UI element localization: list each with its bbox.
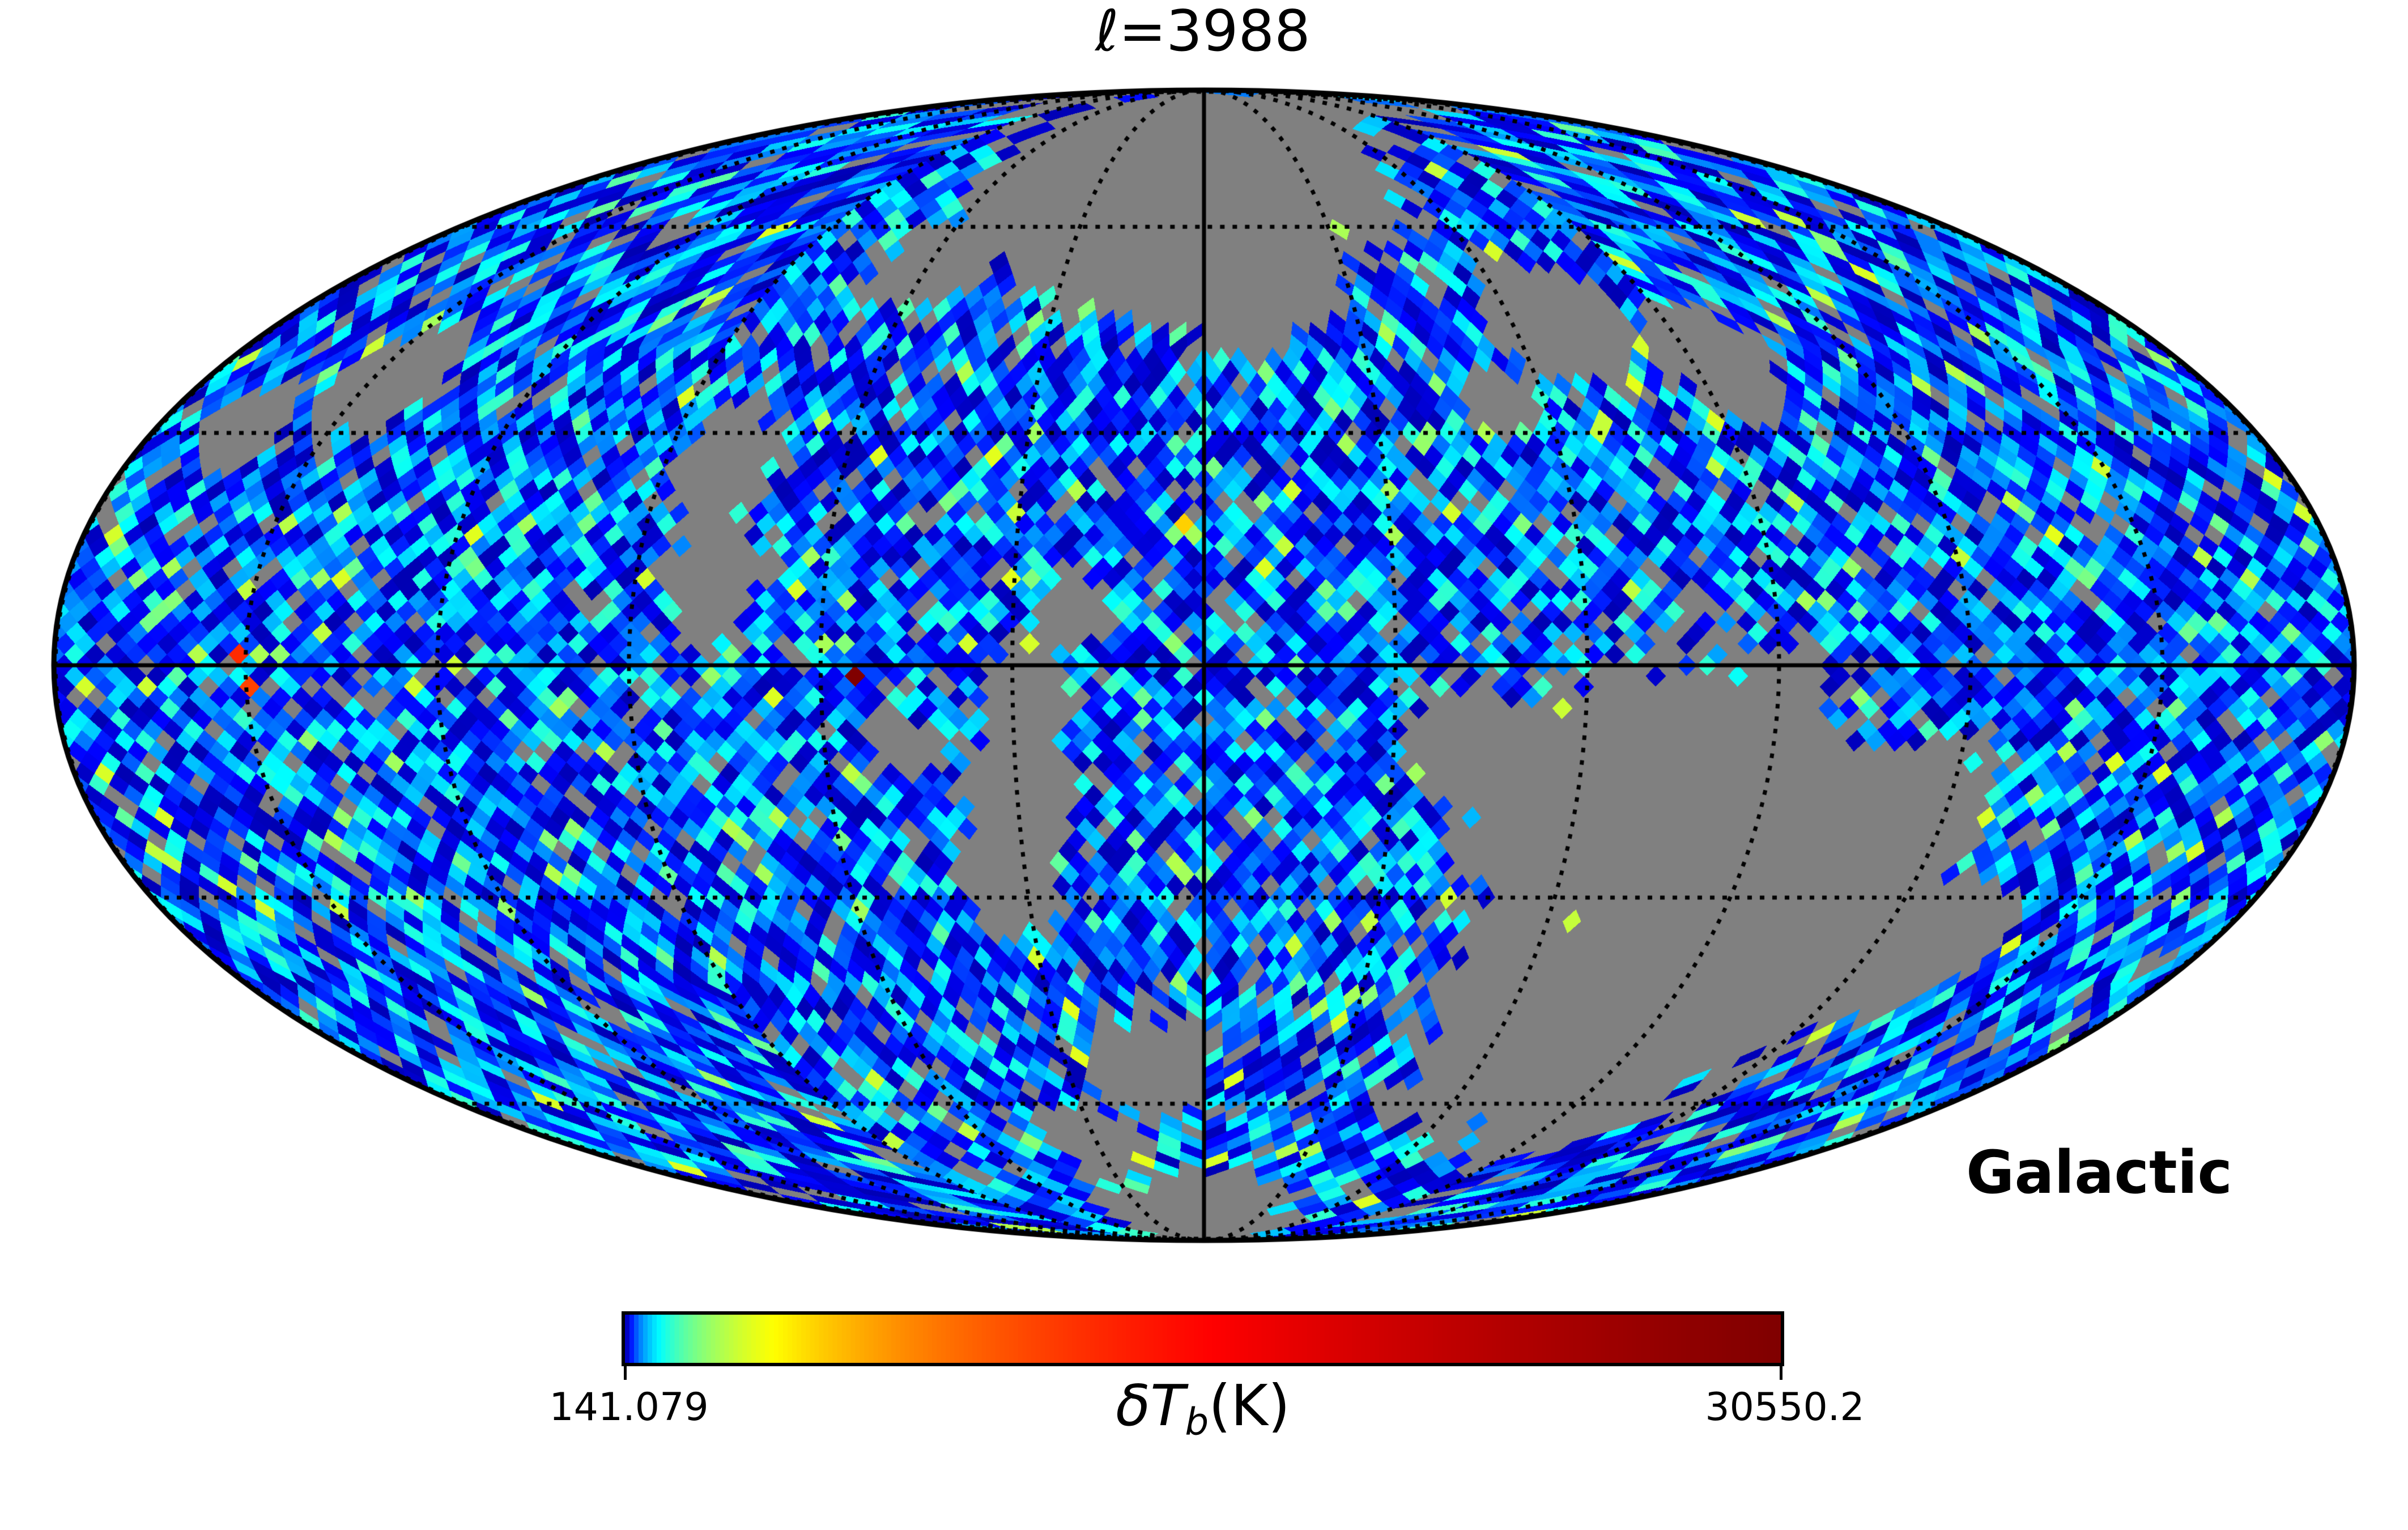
colorbar-max-tick	[1780, 1366, 1782, 1380]
plot-title: ℓ=3988	[1095, 0, 1311, 64]
colorbar-title-symbol: δT	[1116, 1372, 1185, 1439]
colorbar	[622, 1311, 1784, 1366]
colorbar-title-subscript: b	[1185, 1400, 1209, 1444]
colorbar-title: δTb(K)	[1116, 1372, 1290, 1440]
colorbar-title-unit: (K)	[1209, 1372, 1290, 1439]
colorbar-max-label: 30550.2	[1705, 1385, 1865, 1430]
colorbar-gradient	[625, 1315, 1781, 1363]
colorbar-min-tick	[624, 1366, 627, 1380]
coordinate-frame-label: Galactic	[1965, 1138, 2232, 1207]
colorbar-min-label: 141.079	[549, 1385, 709, 1430]
